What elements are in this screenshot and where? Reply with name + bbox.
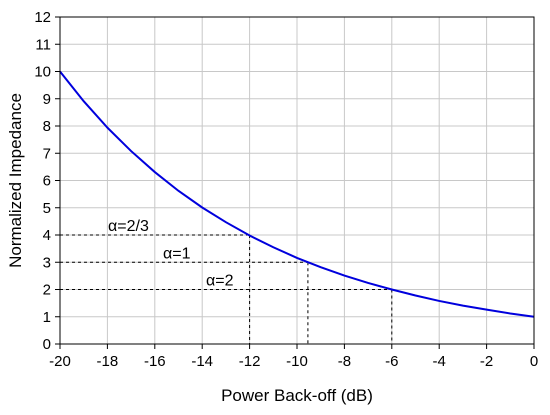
y-tick-label: 10: [34, 64, 51, 81]
x-tick-label: -8: [338, 353, 351, 370]
x-tick-label: -14: [191, 353, 213, 370]
annotation-label: α=2: [206, 273, 234, 290]
y-tick-label: 2: [43, 282, 51, 299]
annotation-label: α=1: [163, 245, 191, 262]
y-tick-label: 4: [43, 227, 51, 244]
y-tick-label: 6: [43, 173, 51, 190]
x-tick-label: -4: [433, 353, 446, 370]
x-tick-label: -2: [480, 353, 493, 370]
x-tick-label: -20: [49, 353, 71, 370]
x-axis-title: Power Back-off (dB): [221, 386, 373, 405]
y-tick-label: 9: [43, 91, 51, 108]
x-tick-label: -18: [97, 353, 119, 370]
y-tick-label: 7: [43, 145, 51, 162]
tick-labels: -20 -18 -16 -14 -12 -10 -8 -6 -4 -2 00123456789101…: [34, 9, 538, 370]
annotation-label: α=2/3: [108, 218, 149, 235]
y-tick-label: 3: [43, 254, 51, 271]
series-line: [59, 70, 535, 318]
x-tick-label: -6: [385, 353, 398, 370]
y-tick-label: 5: [43, 200, 51, 217]
y-tick-label: 11: [35, 36, 51, 53]
y-tick-label: 0: [43, 336, 51, 353]
grid: [59, 16, 535, 345]
y-axis-title: Normalized Impedance: [6, 93, 25, 268]
x-tick-label: -12: [239, 353, 261, 370]
series-layer: [59, 70, 535, 318]
y-tick-label: 1: [43, 309, 51, 326]
x-tick-label: -16: [144, 353, 166, 370]
x-tick-label: 0: [530, 353, 538, 370]
y-tick-label: 8: [43, 118, 51, 135]
axes: [55, 16, 535, 349]
y-tick-label: 12: [34, 9, 51, 26]
x-tick-label: -10: [286, 353, 308, 370]
annotations: α=2/3 α=1 α=2: [108, 218, 234, 290]
reference-guides: [60, 234, 393, 344]
